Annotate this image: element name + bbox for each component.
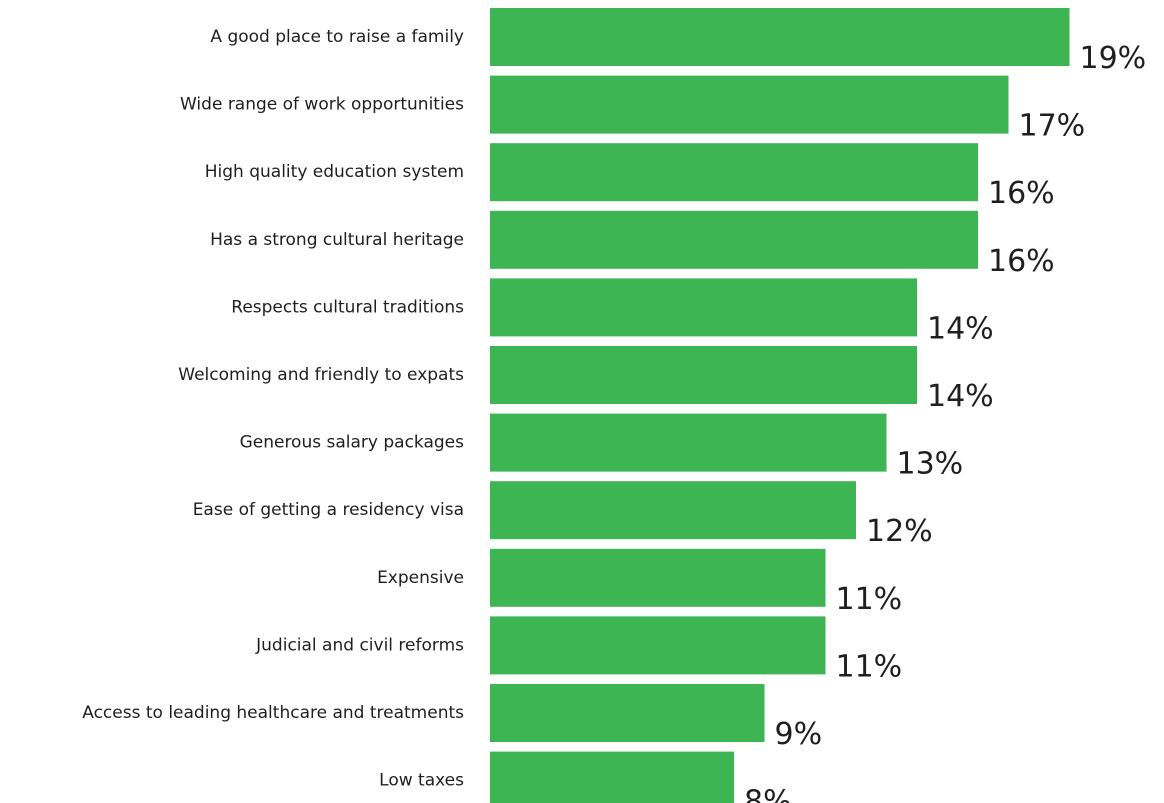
value-label: 11% (836, 582, 903, 617)
category-label: Access to leading healthcare and treatme… (82, 703, 464, 723)
category-labels: A good place to raise a family Wide range… (82, 27, 464, 791)
value-label: 9% (775, 717, 823, 752)
value-label: 11% (836, 649, 903, 684)
value-label: 14% (927, 311, 994, 346)
bar (490, 8, 1070, 66)
category-label: Ease of getting a residency visa (193, 500, 464, 520)
bar (490, 210, 978, 269)
category-label: Low taxes (379, 771, 464, 791)
category-label: Wide range of work opportunities (180, 95, 464, 115)
value-label: 14% (927, 379, 994, 414)
category-label: Respects cultural traditions (231, 297, 464, 317)
bar (490, 548, 826, 607)
value-label: 8% (744, 785, 792, 803)
bars (490, 8, 1070, 803)
bar (490, 413, 887, 472)
value-label: 19% (1080, 41, 1147, 76)
category-label: Welcoming and friendly to expats (178, 365, 464, 385)
value-label: 12% (866, 514, 933, 549)
category-label: Has a strong cultural heritage (210, 230, 464, 250)
bar (490, 616, 826, 675)
category-label: Expensive (377, 568, 464, 588)
bar (490, 75, 1009, 134)
bar (490, 751, 734, 803)
category-label: Judicial and civil reforms (255, 635, 464, 655)
value-label: 13% (897, 447, 964, 482)
value-label: 16% (988, 176, 1055, 211)
bar (490, 684, 765, 742)
category-label: A good place to raise a family (210, 27, 464, 47)
value-labels: 19% 17% 16% 16% 14% 14% 13% 12% 11% 11% 9% 8% (744, 41, 1146, 803)
bar (490, 143, 978, 202)
bar (490, 278, 917, 337)
value-label: 16% (988, 244, 1055, 279)
bar (490, 346, 917, 404)
value-label: 17% (1019, 109, 1086, 144)
category-label: Generous salary packages (240, 433, 465, 453)
category-label: High quality education system (205, 162, 464, 182)
bar (490, 481, 856, 540)
